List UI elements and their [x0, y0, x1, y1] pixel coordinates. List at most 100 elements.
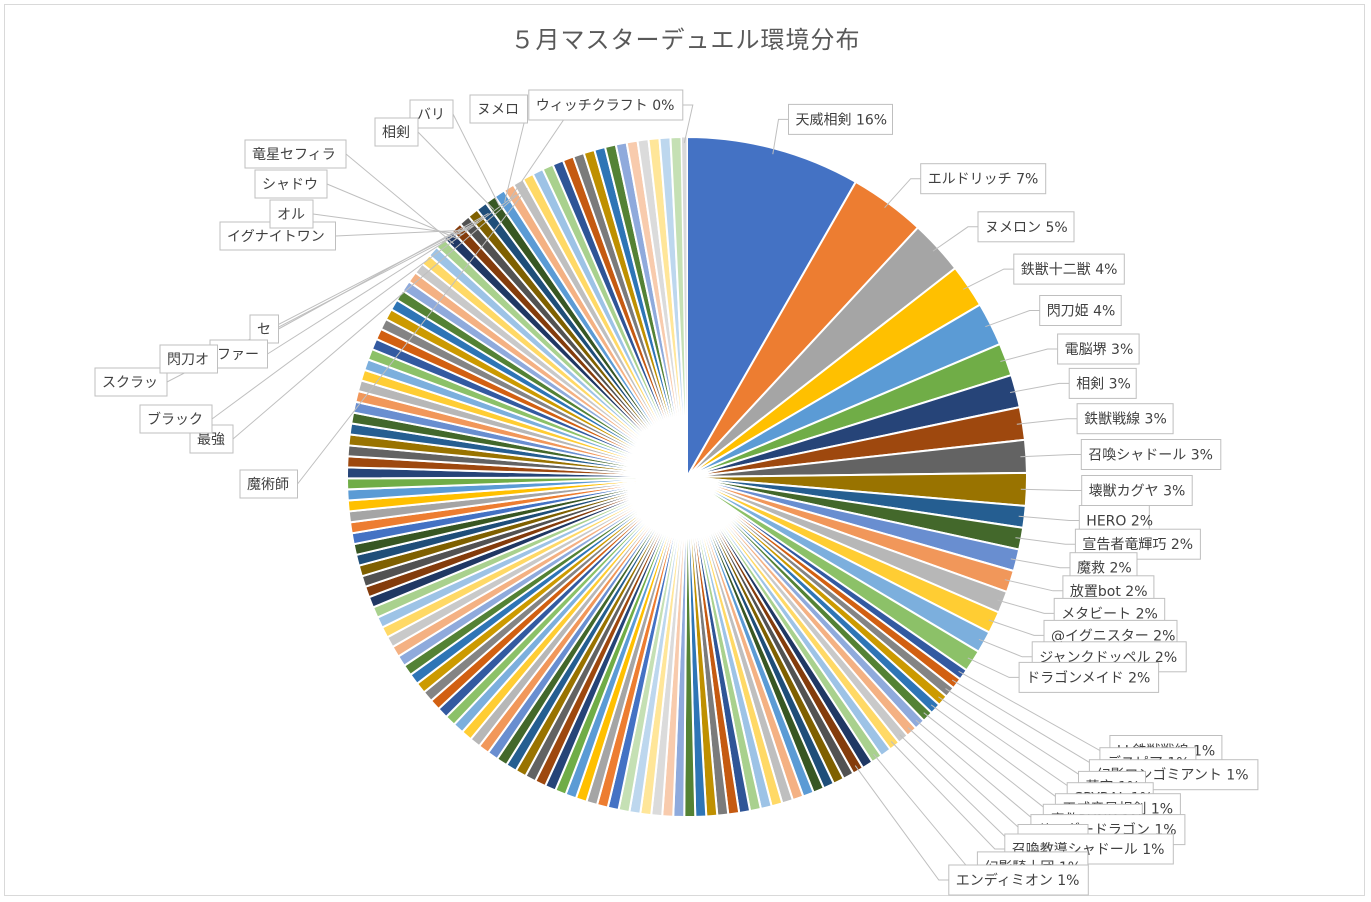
data-label: 閃刀オ — [159, 344, 218, 374]
leader-line — [873, 753, 978, 868]
data-label-text: HERO 2% — [1086, 514, 1153, 530]
data-label-text: 魔救 2% — [1077, 561, 1132, 577]
data-label: ヌメロ — [469, 94, 528, 124]
data-label-text: エルドリッチ 7% — [928, 172, 1039, 188]
data-label: ウィッチクラフト 0% — [528, 89, 684, 121]
data-label-text: 魔術師 — [247, 477, 289, 493]
leader-line — [1018, 515, 1080, 521]
leader-line — [417, 131, 495, 210]
data-label-box — [244, 139, 347, 169]
leader-line — [1004, 579, 1063, 592]
data-label-text: 鉄獣十二獣 4% — [1021, 262, 1118, 278]
leader-line — [923, 712, 1056, 810]
leader-line — [772, 118, 789, 155]
data-label: ファー — [209, 339, 268, 369]
leader-line — [963, 268, 1014, 290]
data-label-text: シャドウ — [262, 177, 318, 193]
data-label-box — [1039, 295, 1122, 326]
leader-line — [232, 191, 522, 440]
data-label-box — [948, 864, 1089, 896]
data-label: 壊獣カグヤ 3% — [1081, 475, 1193, 506]
leader-line — [932, 226, 978, 252]
data-label-text: 天威相剣 16% — [796, 112, 888, 128]
data-label-box — [1080, 439, 1222, 470]
data-label: 竜星セフィラ — [244, 139, 347, 169]
leader-line — [915, 719, 1044, 820]
data-label-box — [269, 199, 314, 229]
data-label: セ — [249, 314, 279, 344]
data-label-text: ファー — [217, 347, 259, 363]
data-label: 電脳堺 3% — [1057, 333, 1140, 365]
data-label-text: 鉄獣戦線 3% — [1084, 412, 1167, 428]
data-label-box — [920, 163, 1047, 195]
data-label: 鉄獣十二獣 4% — [1013, 253, 1125, 285]
data-label: ヌメロン 5% — [977, 211, 1075, 243]
data-label-box — [1013, 253, 1125, 285]
leader-line — [967, 657, 1020, 678]
data-label-text: 閃刀姫 4% — [1047, 304, 1116, 320]
data-label: ドラゴンメイド 2% — [1018, 661, 1160, 693]
data-label-text: スクラッ — [102, 375, 158, 391]
data-label: エンディミオン 1% — [948, 864, 1089, 896]
pie-slice — [686, 135, 858, 481]
leader-line — [509, 105, 574, 199]
data-label-text: ドラゴンメイド 2% — [1026, 669, 1150, 686]
data-label-text: 電脳堺 3% — [1065, 342, 1134, 358]
data-label-text: 壊獣カグヤ 3% — [1089, 484, 1186, 500]
data-label-box — [977, 211, 1075, 243]
leader-line — [1020, 488, 1082, 491]
data-label: エルドリッチ 7% — [920, 163, 1047, 195]
leader-line — [985, 310, 1040, 328]
leader-line — [930, 704, 1068, 799]
data-label-box — [1057, 333, 1140, 365]
data-label-text: 最強 — [197, 432, 225, 448]
data-label-text: イグナイトワン — [227, 229, 325, 245]
data-label-box — [94, 367, 168, 397]
data-label-text: 竜星セフィラ — [252, 146, 336, 163]
leader-line — [1010, 382, 1070, 393]
data-label-text: @イグニスター 2% — [1051, 628, 1175, 644]
leader-line — [938, 696, 1079, 787]
leader-line — [884, 178, 921, 209]
data-label-text: 召喚シャドール 3% — [1088, 448, 1213, 464]
data-label-text: ブラック — [147, 411, 203, 428]
leader-line — [988, 619, 1044, 636]
data-label-text: 相剣 — [382, 125, 410, 141]
leader-line — [1020, 454, 1082, 458]
leader-line — [452, 113, 500, 206]
data-label-text: ジャンクドッペル 2% — [1039, 650, 1177, 666]
data-label-box — [254, 169, 328, 199]
data-label-text: オル — [277, 207, 305, 223]
leader-line — [899, 734, 1018, 840]
data-label: 召喚シャドール 3% — [1080, 439, 1222, 470]
leader-line — [345, 153, 455, 245]
data-label-box — [1076, 403, 1174, 435]
data-label-box — [528, 89, 684, 121]
leader-line — [890, 741, 1005, 850]
data-label-text: エンディミオン 1% — [956, 872, 1080, 889]
data-label: スクラッ — [94, 367, 168, 397]
leader-line — [326, 183, 459, 240]
pie-slice — [680, 136, 688, 478]
data-label-box — [159, 344, 218, 374]
data-label-text: セ — [257, 322, 271, 338]
data-label-text: 宣告者竜輝巧 2% — [1082, 536, 1193, 553]
data-label-box — [1068, 367, 1137, 399]
data-label-text: ヌメロ — [477, 102, 519, 118]
data-label-box — [239, 469, 298, 499]
data-label: 召喚教導シャドール 1% — [1004, 833, 1174, 865]
data-label-text: ウィッチクラフト 0% — [536, 98, 675, 114]
data-label: 鉄獣戦線 3% — [1076, 403, 1174, 435]
leader-line — [1010, 558, 1070, 569]
leader-line — [211, 194, 517, 420]
data-label-text: 相剣 3% — [1076, 376, 1131, 392]
data-label: 閃刀姫 4% — [1039, 295, 1122, 326]
leader-line — [1000, 348, 1058, 362]
leader-line — [854, 765, 949, 881]
data-label-box — [139, 404, 213, 434]
data-label: 魔術師 — [239, 469, 298, 499]
data-label-text: 放置bot 2% — [1070, 584, 1148, 600]
data-label: 相剣 3% — [1068, 367, 1137, 399]
data-label: オル — [269, 199, 314, 229]
